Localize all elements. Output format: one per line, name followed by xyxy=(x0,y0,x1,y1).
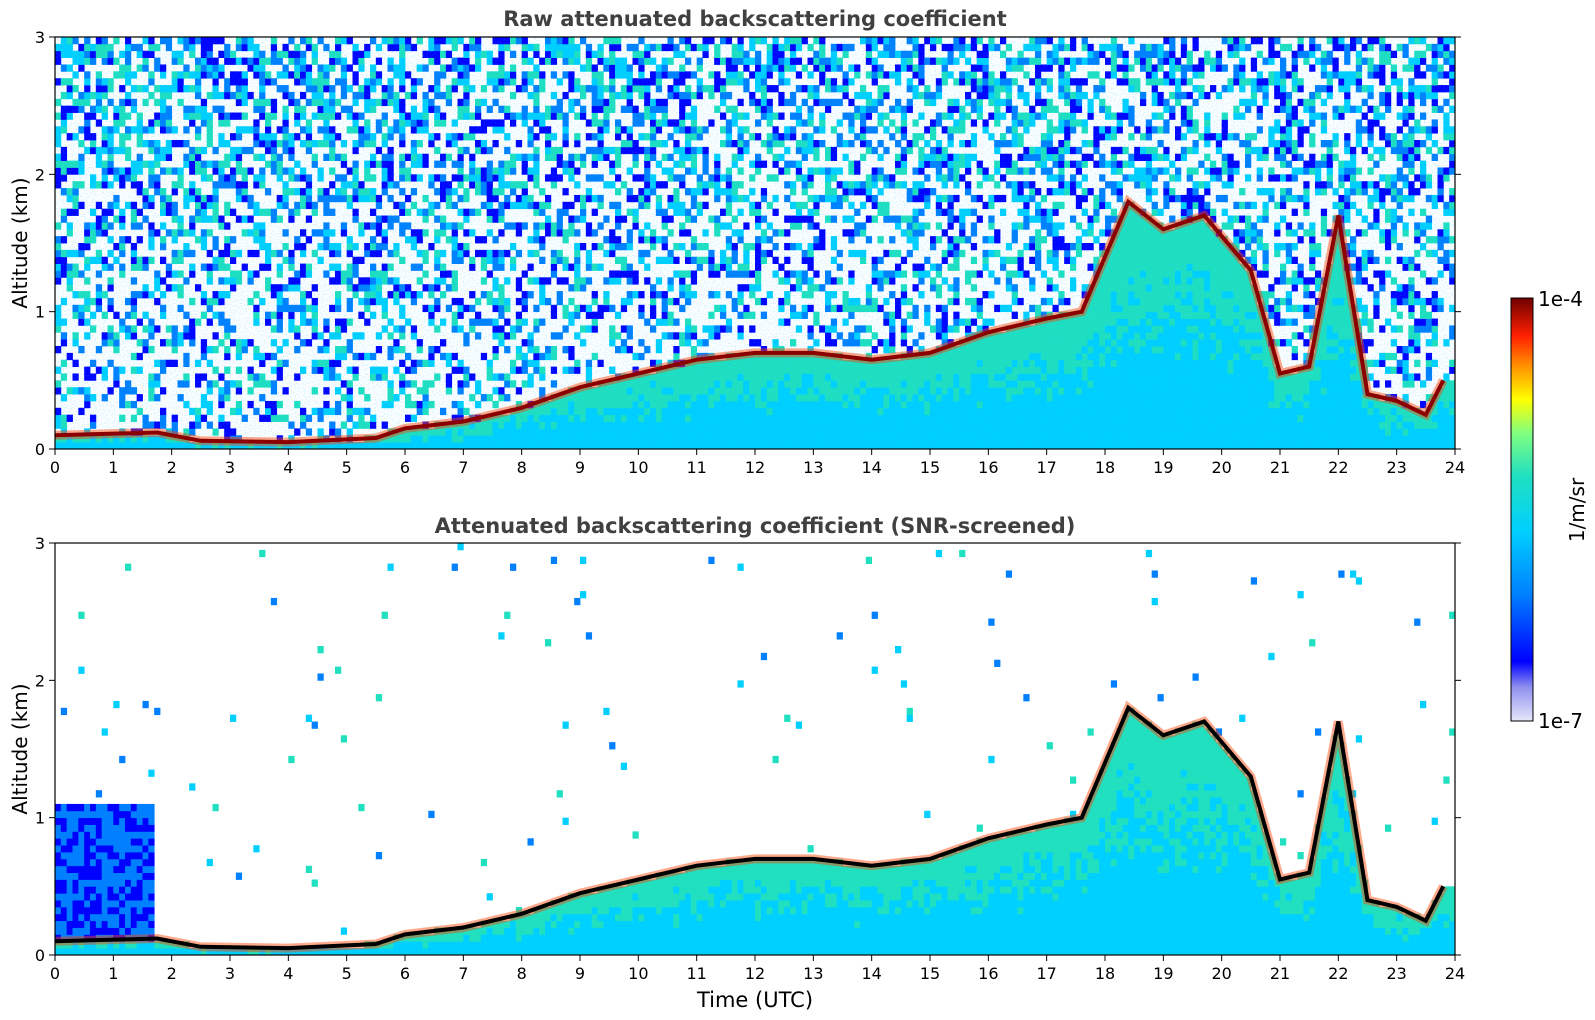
heatmap-area xyxy=(55,37,1455,449)
raw-backscatter-panel: Raw attenuated backscattering coefficien… xyxy=(8,7,1465,477)
panel-title: Raw attenuated backscattering coefficien… xyxy=(503,7,1007,31)
